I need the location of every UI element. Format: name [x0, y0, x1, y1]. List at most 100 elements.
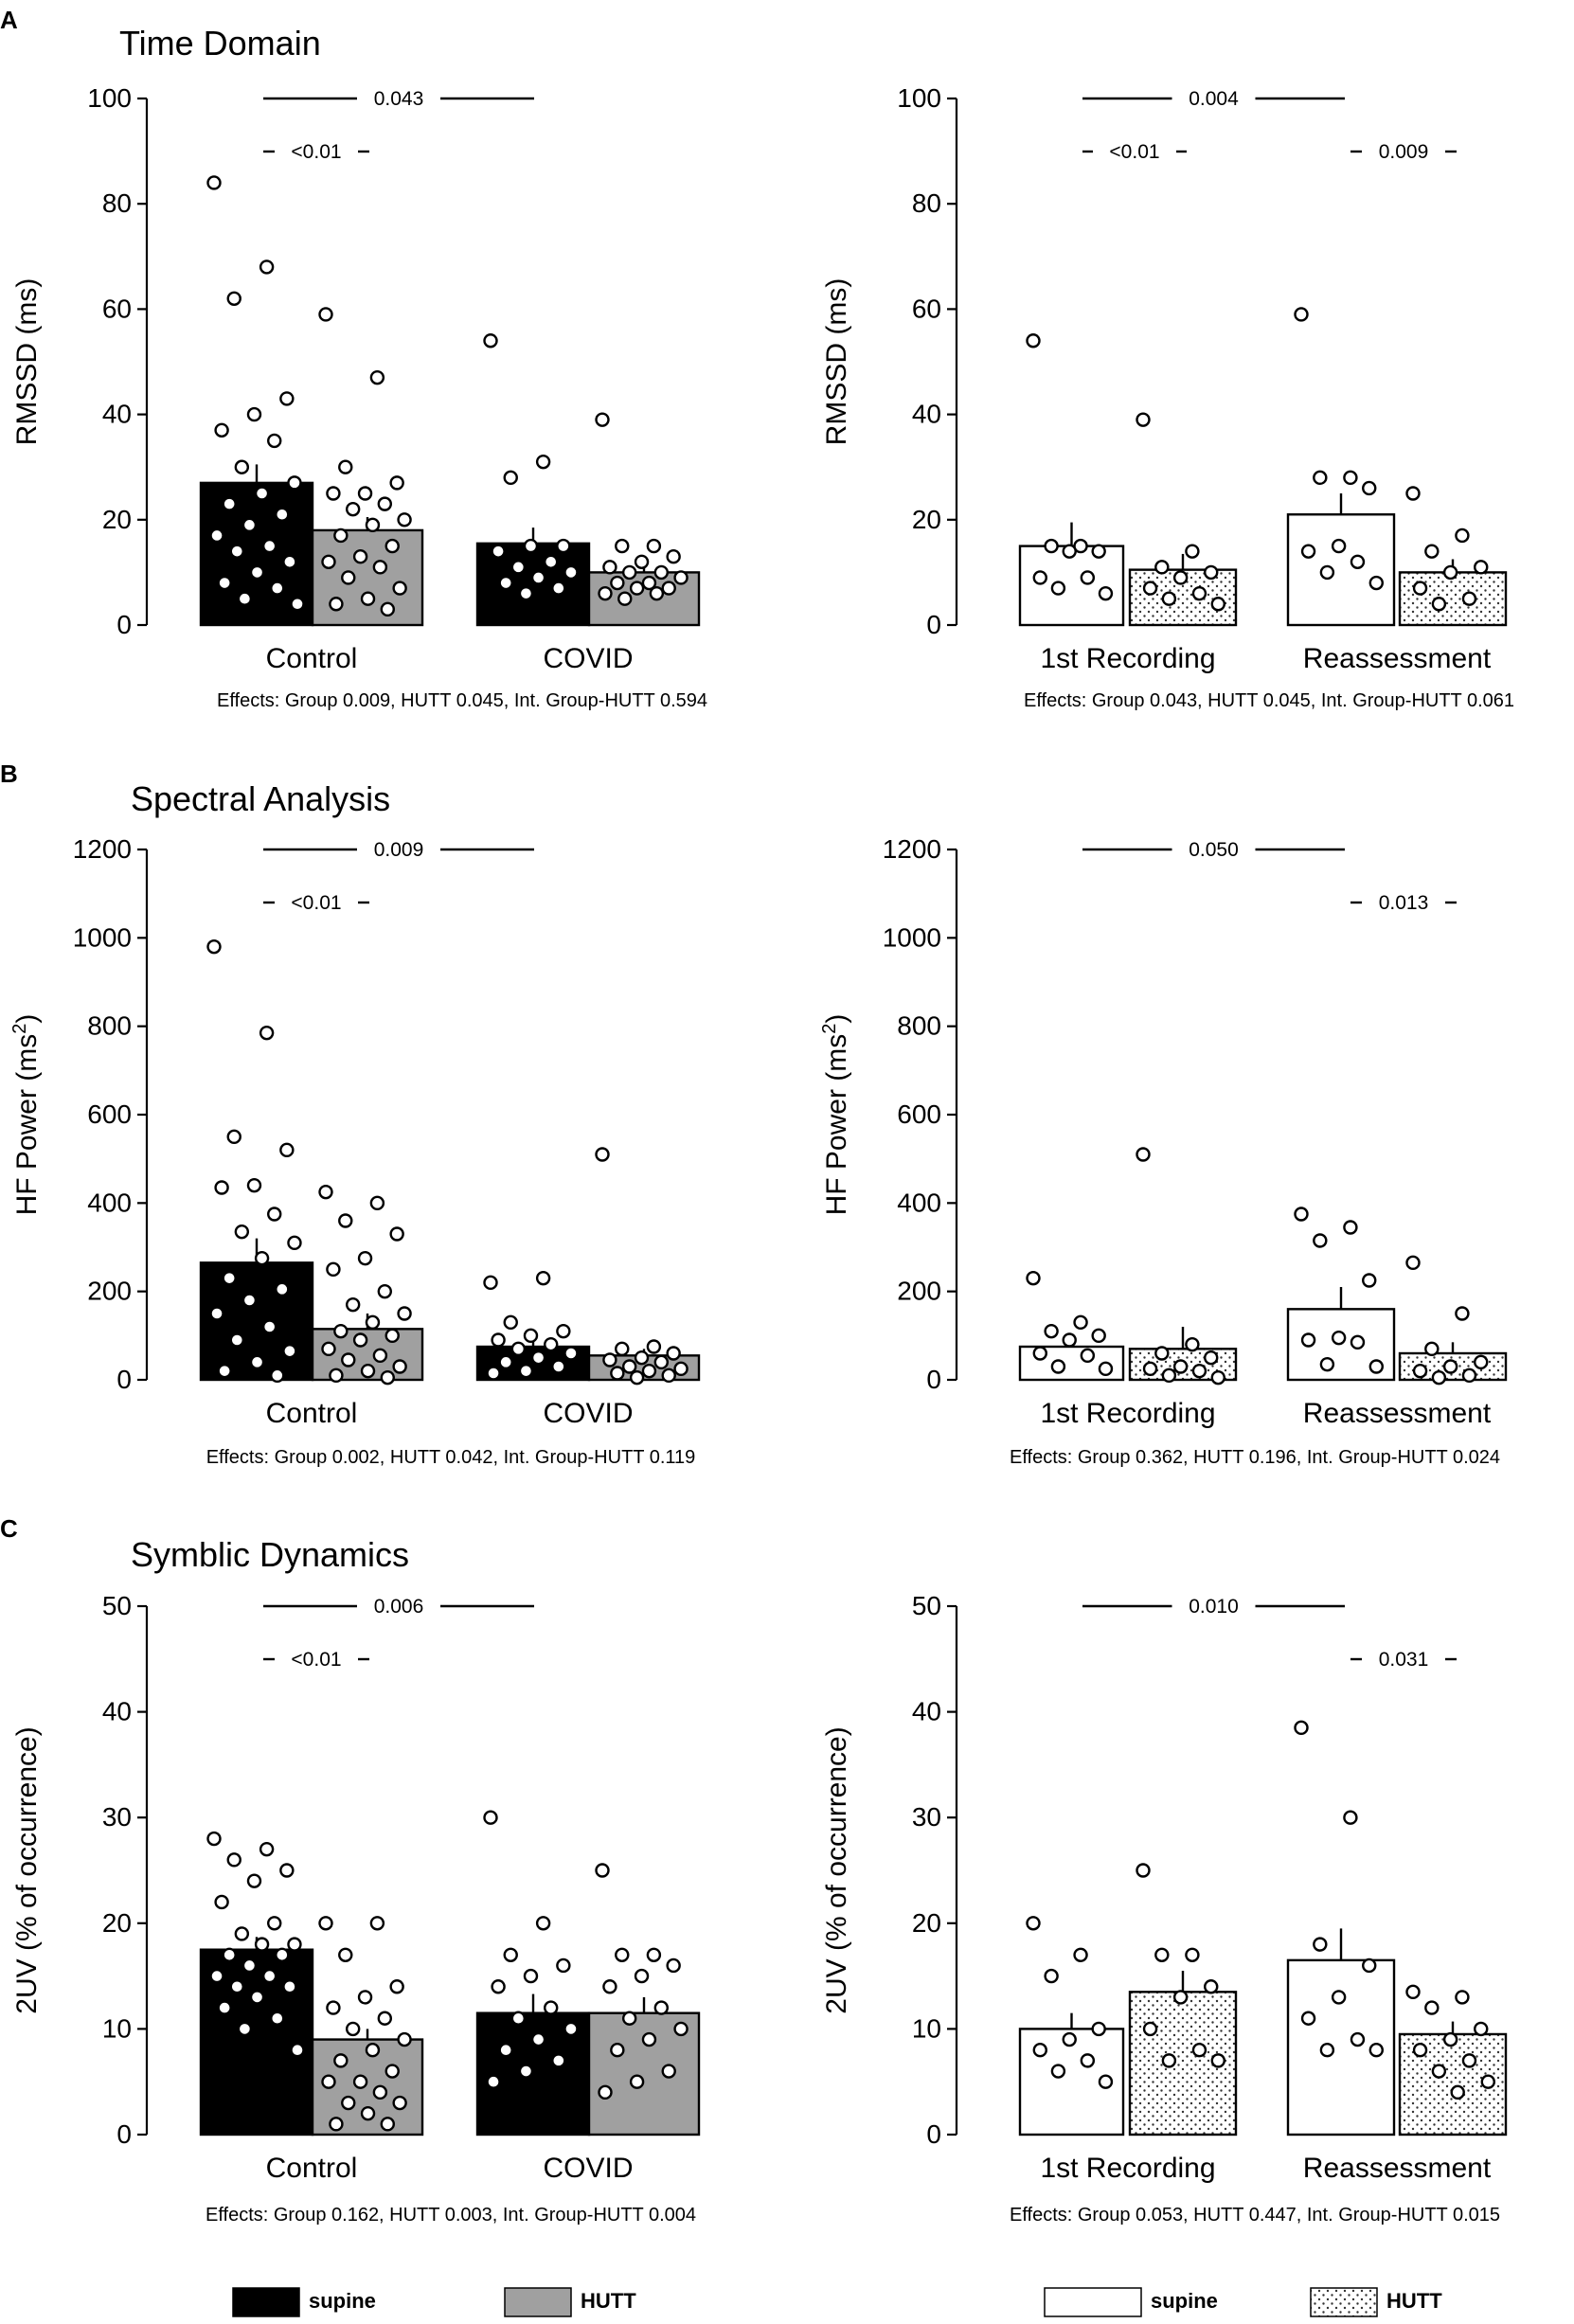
data-point [1136, 1147, 1151, 1162]
data-point [1161, 2053, 1177, 2068]
data-point [1412, 581, 1428, 596]
data-point [206, 939, 222, 955]
data-point [321, 1341, 336, 1357]
data-point [229, 1332, 245, 1348]
data-point [634, 1968, 650, 1984]
y-tick-label: 100 [87, 83, 132, 113]
data-point [646, 1339, 662, 1354]
y-tick-label: 0 [926, 2119, 941, 2149]
data-point [357, 1990, 373, 2005]
data-point [503, 1947, 518, 1962]
x-category-label: 1st Recording [1040, 1398, 1215, 1429]
data-point [598, 2084, 613, 2101]
data-point [290, 2043, 305, 2058]
bar-supine-reassessment [1286, 513, 1396, 627]
x-category-label: Control [266, 643, 358, 674]
data-point [673, 570, 689, 585]
data-point [1412, 1363, 1428, 1379]
data-point [357, 1250, 373, 1266]
data-point [673, 2021, 689, 2037]
y-tick-label: 400 [897, 1188, 941, 1217]
comparison-p-value: 0.006 [374, 1596, 424, 1618]
data-point [318, 1184, 333, 1200]
data-point [1362, 1958, 1377, 1974]
y-axis-label: 2UV (% of occurrence) [11, 1726, 43, 2013]
panel-letter-b: B [0, 760, 18, 788]
data-point [530, 570, 546, 585]
data-point [1044, 1968, 1059, 1984]
y-tick-label: 1200 [883, 834, 941, 864]
y-tick-label: 0 [116, 1365, 132, 1394]
data-point [217, 2000, 232, 2015]
data-point [551, 2053, 566, 2068]
data-point [234, 1926, 250, 1941]
y-tick-label: 20 [912, 1908, 941, 1938]
y-axis-label: RMSSD (ms) [11, 278, 43, 446]
data-point [282, 554, 297, 569]
legend-label-hutt: HUTT [581, 2289, 636, 2313]
comparison-p-value: 0.004 [1189, 88, 1239, 110]
data-point [621, 2011, 637, 2026]
data-point [1424, 1341, 1440, 1357]
data-point [1136, 412, 1151, 427]
data-point [333, 527, 349, 544]
data-point [287, 475, 302, 491]
chart-c-right: 0 10 20 30 40 50 2UV (% of occurrence) 1st Reco… [821, 1591, 1508, 2184]
data-point [1142, 581, 1158, 596]
data-point [641, 2031, 657, 2047]
data-point [345, 2021, 361, 2037]
data-point [535, 454, 551, 470]
y-tick-label: 20 [102, 1908, 132, 1938]
data-point [602, 1979, 617, 1994]
y-tick-label: 800 [897, 1011, 941, 1041]
data-point [1424, 2000, 1440, 2015]
data-point [1032, 2043, 1047, 2058]
data-point [282, 1343, 297, 1359]
data-point [237, 591, 253, 606]
y-tick-label: 10 [912, 2013, 941, 2043]
data-point [610, 2043, 625, 2058]
data-point [1044, 538, 1059, 554]
data-point [1050, 1359, 1066, 1374]
data-point [629, 2074, 645, 2089]
data-point [338, 1947, 353, 1962]
data-point [259, 1841, 275, 1857]
data-point [385, 538, 400, 554]
data-point [249, 564, 265, 581]
comparison-p-value: <0.01 [291, 1649, 341, 1671]
data-point [1062, 2031, 1077, 2047]
data-point [615, 1341, 630, 1357]
data-point [397, 2031, 412, 2047]
data-point [254, 1250, 270, 1266]
data-point [345, 1296, 361, 1313]
x-category-label: COVID [543, 643, 633, 674]
legend-swatch-supine [1044, 2287, 1142, 2317]
data-point [329, 597, 344, 612]
data-point [491, 1979, 506, 1994]
data-point [666, 549, 681, 564]
panel-title-a: Time Domain [119, 24, 321, 63]
data-point [1210, 2053, 1225, 2068]
data-point [341, 2095, 356, 2111]
y-tick-label: 40 [912, 1697, 941, 1726]
y-tick-label: 50 [912, 1591, 941, 1620]
data-point [369, 1916, 385, 1931]
data-point [661, 1368, 676, 1384]
data-point [1210, 1369, 1225, 1385]
panel-letter-a: A [0, 6, 18, 34]
data-point [486, 2074, 501, 2089]
data-point [222, 496, 237, 511]
data-point [1091, 1328, 1106, 1344]
data-point [523, 1328, 539, 1344]
data-point [246, 406, 262, 422]
chart-b-left: 0 200 400 600 800 1000 1200 HF Power (ms2) Contr… [9, 834, 701, 1429]
data-point [1191, 2043, 1207, 2058]
data-point [1431, 1369, 1447, 1385]
data-point [261, 1319, 277, 1334]
data-point [1191, 1363, 1207, 1379]
data-point [1442, 564, 1458, 581]
data-point [279, 391, 295, 406]
data-point [1343, 1810, 1358, 1825]
y-axis-label: 2UV (% of occurrence) [821, 1726, 852, 2013]
